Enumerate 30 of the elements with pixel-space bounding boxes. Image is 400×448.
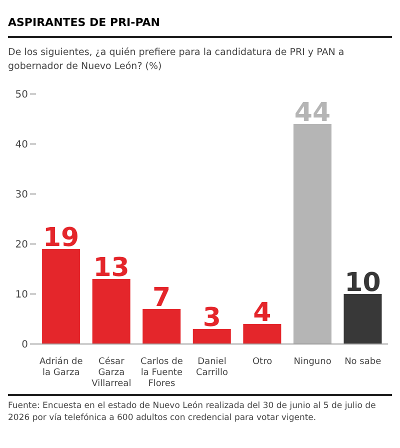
bar <box>92 279 130 344</box>
data-label: 10 <box>344 268 381 298</box>
data-label: 3 <box>202 303 221 333</box>
y-tick-label: 20 <box>15 240 28 251</box>
data-label: 7 <box>152 283 171 313</box>
x-tick-label: Daniel Carrillo <box>196 357 229 378</box>
bar <box>192 329 231 344</box>
bar <box>42 249 80 344</box>
y-tick-label: 50 <box>15 90 28 101</box>
bar <box>142 309 181 344</box>
bar <box>243 324 282 344</box>
bar <box>344 294 382 344</box>
data-label: 44 <box>294 98 331 128</box>
source-note: Fuente: Encuesta en el estado de Nuevo León realizada del 30 de junio al 5 de julio de 2026 por vía telefónica a 600 adultos con credencial para votar vigente. <box>8 400 377 424</box>
x-tick-label: No sabe <box>344 357 382 367</box>
x-tick-label: Carlos de la Fuente Flores <box>140 357 184 389</box>
x-tick-label: Adrián de la Garza <box>40 356 84 378</box>
y-tick-label: 30 <box>15 190 28 201</box>
y-tick-label: 40 <box>15 140 28 151</box>
data-label: 13 <box>93 253 130 283</box>
x-tick-label: Otro <box>252 357 273 367</box>
chart-title: ASPIRANTES DE PRI-PAN <box>8 8 392 38</box>
chart-subtitle: De los siguientes, ¿a quién prefiere para la candidatura de PRI y PAN a gobernador de Nuevo León? (%) <box>8 46 346 74</box>
data-label: 19 <box>42 223 80 253</box>
bar <box>293 124 332 344</box>
x-tick-label: Ninguno <box>294 357 332 367</box>
y-tick-label: 0 <box>22 340 28 351</box>
data-label: 4 <box>253 298 272 328</box>
x-tick-label: César Garza Villarreal <box>92 356 132 389</box>
y-tick-label: 10 <box>15 290 28 301</box>
